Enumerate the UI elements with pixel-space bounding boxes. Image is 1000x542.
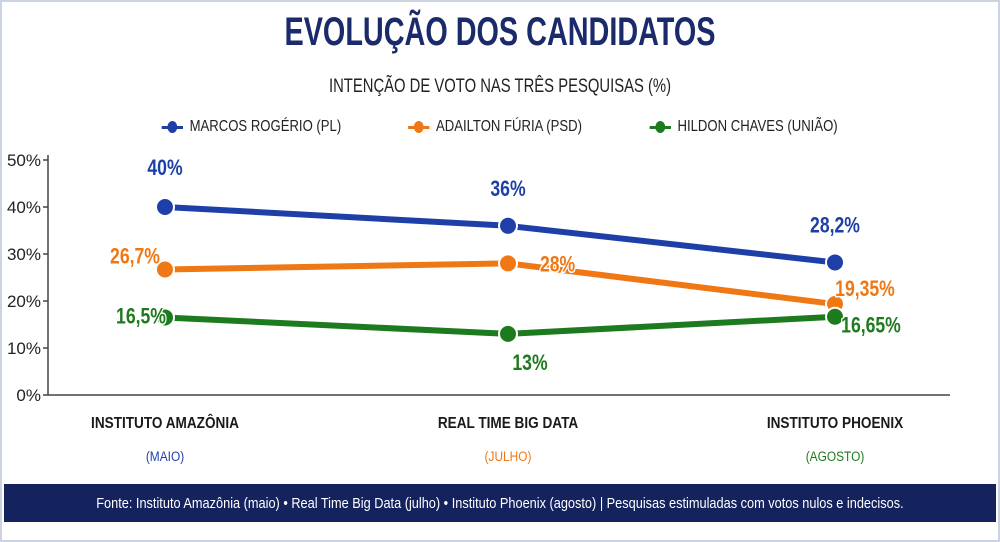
- data-label-1-1: 28%: [540, 253, 575, 277]
- data-label-2-1: 13%: [512, 351, 547, 375]
- data-point-0-1: [498, 215, 518, 236]
- data-point-2-0: [155, 307, 175, 328]
- data-point-1-1: [498, 253, 518, 274]
- legend-swatch-adailton: [407, 121, 430, 133]
- x-period-label: (JULHO): [485, 448, 532, 464]
- data-label-0-0: 40%: [147, 156, 182, 180]
- legend-label-adailton: ADAILTON FÚRIA (PSD): [435, 118, 582, 135]
- chart-subtitle: INTENÇÃO DE VOTO NAS TRÊS PESQUISAS (%): [328, 76, 672, 97]
- legend-item-adailton: ADAILTON FÚRIA (PSD): [407, 118, 582, 136]
- data-label-1-0: 26,7%: [110, 245, 160, 269]
- x-category-label: INSTITUTO AMAZÔNIA: [91, 413, 239, 432]
- data-point-1-0: [155, 259, 175, 280]
- chart-title: EVOLUÇÃO DOS CANDIDATOS: [284, 10, 716, 54]
- legend-dot-marcos: [167, 121, 178, 133]
- x-period-label: (MAIO): [146, 448, 184, 464]
- data-label-2-0: 16,5%: [116, 305, 166, 329]
- legend-dot-adailton: [413, 121, 424, 133]
- x-category-label: REAL TIME BIG DATA: [438, 415, 579, 432]
- data-label-2-2: 16,65%: [841, 314, 901, 338]
- series-line-1: [162, 260, 838, 308]
- data-point-0-0: [155, 197, 175, 217]
- y-tick-label: 30%: [7, 245, 41, 264]
- source-text: Fonte: Instituto Amazônia (maio) • Real …: [96, 494, 904, 512]
- data-point-2-2: [825, 306, 845, 327]
- legend-item-marcos: MARCOS ROGÉRIO (PL): [161, 118, 342, 136]
- data-label-0-1: 36%: [490, 177, 525, 201]
- data-label-1-2: 19,35%: [835, 277, 895, 301]
- y-tick-label: 0%: [16, 386, 41, 405]
- x-category-label: INSTITUTO PHOENIX: [767, 415, 903, 432]
- legend-label-hildon: HILDON CHAVES (UNIÃO): [677, 118, 838, 135]
- legend-item-hildon: HILDON CHAVES (UNIÃO): [649, 118, 838, 136]
- legend-dot-hildon: [655, 121, 666, 133]
- source-footer: Fonte: Instituto Amazônia (maio) • Real …: [4, 484, 996, 522]
- y-tick-label: 40%: [7, 198, 41, 217]
- data-label-0-2: 28,2%: [810, 214, 860, 238]
- series-line-0: [162, 204, 838, 266]
- legend-label-marcos: MARCOS ROGÉRIO (PL): [189, 118, 342, 135]
- data-point-2-1: [498, 323, 518, 344]
- y-tick-label: 10%: [7, 339, 41, 358]
- legend-swatch-hildon: [649, 121, 671, 133]
- y-tick-label: 20%: [7, 292, 41, 311]
- x-period-label: (AGOSTO): [806, 448, 865, 464]
- y-tick-label: 50%: [7, 151, 41, 170]
- legend-swatch-marcos: [161, 121, 183, 133]
- legend: MARCOS ROGÉRIO (PL) ADAILTON FÚRIA (PSD)…: [0, 118, 1000, 136]
- data-point-0-2: [825, 252, 845, 273]
